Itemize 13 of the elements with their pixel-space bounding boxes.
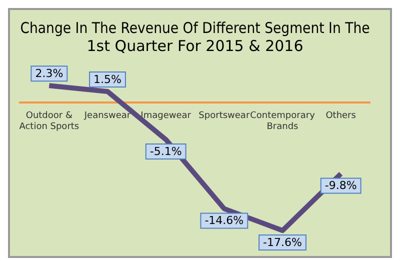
data-label: -5.1% [150,144,182,158]
chart-title: Change In The Revenue Of Different Segment In The 1st Quarter For 2015 & 2016 [20,20,370,55]
x-tick-label: Jeanswear [83,111,131,122]
x-tick-label: Outdoor & Action Sports [19,111,80,132]
data-label: -14.6% [204,214,244,228]
data-label: -9.8% [324,179,357,192]
data-label: 2.3% [35,67,64,80]
x-tick-label: Sportswear [198,111,250,122]
data-label: -17.6% [263,236,302,249]
x-tick-label: Imagewear [140,111,192,122]
data-label: 1.5% [94,72,122,86]
x-tick-label: Others [326,111,356,122]
x-tick-label: Contemporary Brands [250,111,316,132]
